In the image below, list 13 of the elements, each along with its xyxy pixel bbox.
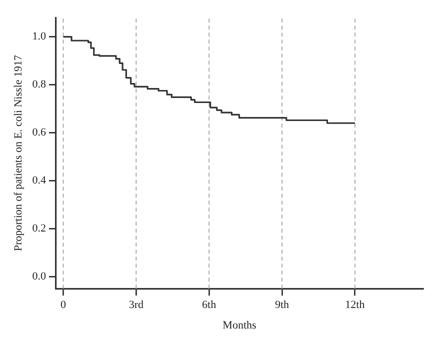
y-tick-label: 0.8 (32, 78, 46, 91)
x-tick-label: 12th (345, 299, 366, 312)
x-axis-title: Months (222, 319, 256, 332)
y-tick-label: 0.6 (32, 126, 46, 139)
x-tick-label: 3rd (128, 299, 144, 312)
y-tick-label: 0.2 (32, 222, 46, 235)
y-tick-label: 0.0 (32, 270, 46, 282)
x-tick-label: 0 (60, 299, 66, 312)
x-tick-label: 9th (274, 299, 290, 312)
y-axis-title: Proportion of patients on E. coli Nissle 1917 (12, 54, 24, 252)
y-tick-label: 1.0 (32, 30, 46, 43)
y-tick-label: 0.4 (32, 174, 46, 187)
x-tick-label: 6th (202, 299, 217, 312)
